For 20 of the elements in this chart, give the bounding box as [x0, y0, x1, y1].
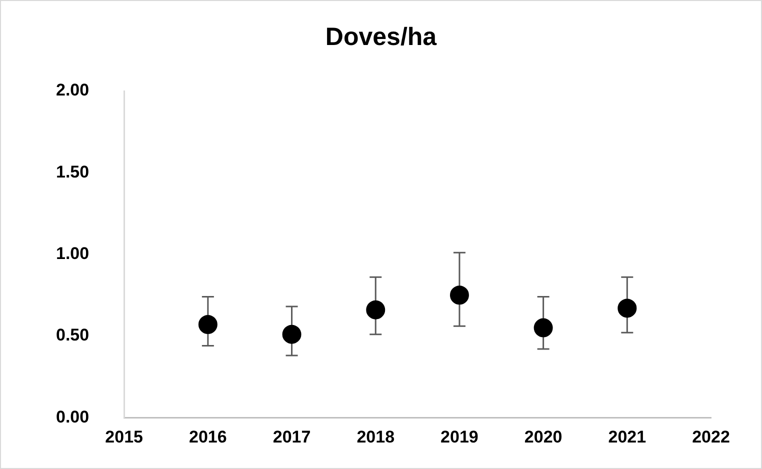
x-tick-label: 2022 — [692, 427, 730, 446]
x-tick-label: 2020 — [524, 427, 562, 446]
chart-title: Doves/ha — [324, 23, 438, 52]
y-tick-label: 0.00 — [56, 407, 90, 426]
point — [198, 315, 218, 334]
x-tick-label: 2015 — [105, 427, 143, 446]
point — [534, 318, 553, 338]
point — [450, 286, 469, 305]
point — [366, 300, 386, 320]
x-tick-label: 2017 — [272, 427, 311, 446]
point — [618, 298, 637, 318]
y-tick-label: 0.50 — [56, 326, 90, 345]
y-tick-label: 2.00 — [56, 80, 90, 100]
x-tick-label: 2019 — [440, 427, 478, 446]
y-tick-label: 1.50 — [56, 162, 90, 182]
x-tick-label: 2018 — [356, 427, 395, 446]
x-tick-label: 2016 — [189, 427, 227, 446]
point — [282, 324, 302, 344]
x-tick-label: 2021 — [608, 427, 646, 446]
y-tick-label: 1.00 — [56, 244, 90, 263]
